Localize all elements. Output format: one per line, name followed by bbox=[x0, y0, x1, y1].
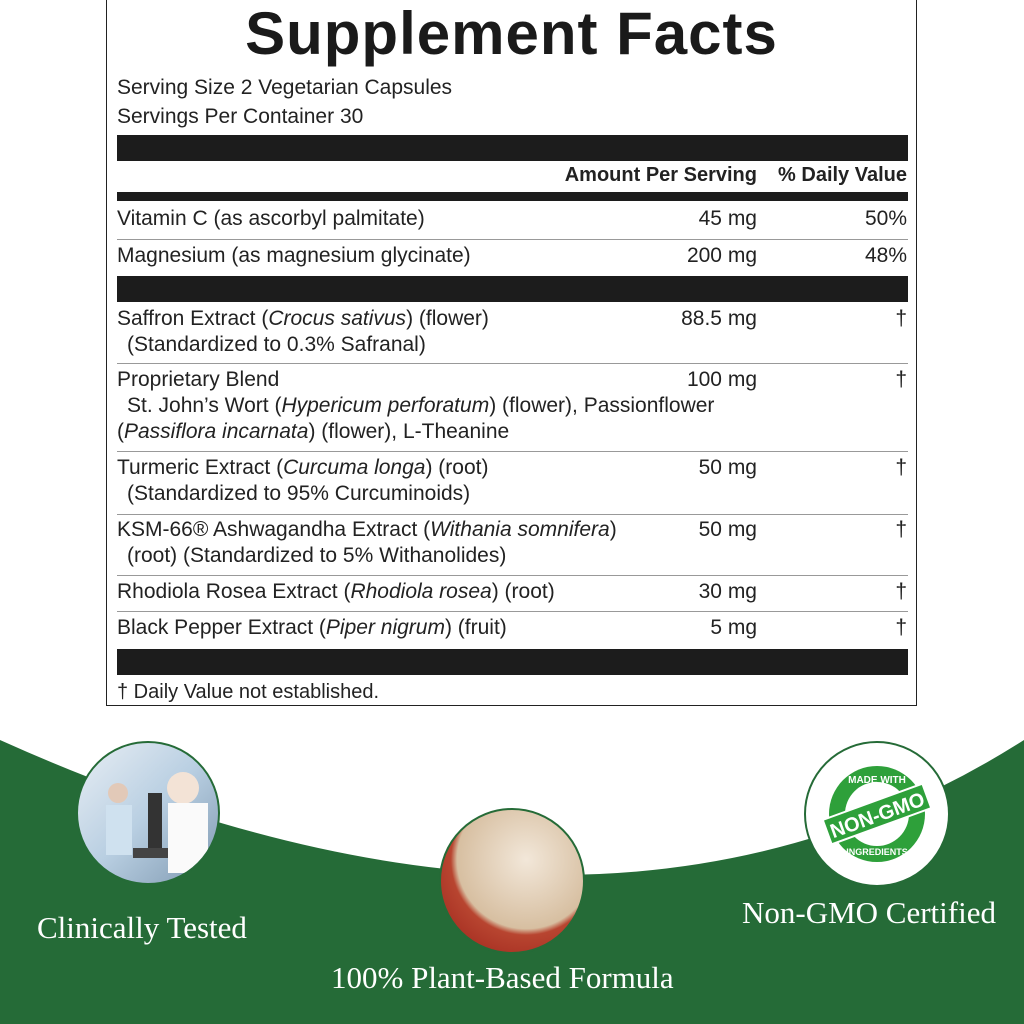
feature-plant-based: 100% Plant-Based Formula bbox=[331, 960, 674, 995]
row-divider bbox=[117, 451, 908, 452]
row-divider bbox=[117, 239, 908, 240]
row-amount: 200 mg bbox=[686, 244, 757, 267]
header-dv: % Daily Value bbox=[778, 164, 907, 186]
microscope-icon bbox=[106, 772, 208, 873]
row-amount: 88.5 mg bbox=[681, 307, 757, 330]
header-amount: Amount Per Serving bbox=[564, 164, 757, 186]
feature-clinically-tested: Clinically Tested bbox=[37, 910, 247, 945]
name-part: ( bbox=[117, 420, 124, 443]
footnote: † Daily Value not established. bbox=[117, 681, 380, 703]
row-name: Vitamin C (as ascorbyl palmitate) bbox=[117, 207, 425, 230]
name-part: ) (flower) bbox=[406, 307, 489, 330]
divider-bar bbox=[117, 649, 908, 675]
latin-name: Rhodiola rosea bbox=[350, 580, 492, 603]
row-dv: 50% bbox=[864, 207, 907, 230]
name-part: KSM-66® Ashwagandha Extract ( bbox=[117, 518, 431, 541]
row-name: Black Pepper Extract (Piper nigrum) (fru… bbox=[117, 615, 507, 641]
row-dv: † bbox=[895, 616, 907, 639]
row-divider bbox=[117, 514, 908, 515]
row-amount: 50 mg bbox=[698, 518, 757, 541]
badge-bottom-text: INGREDIENTS bbox=[846, 847, 908, 857]
name-part: ) (flower), Passionflower bbox=[489, 394, 715, 417]
name-part: ) (flower), L-Theanine bbox=[308, 420, 510, 443]
name-part: Rhodiola Rosea Extract ( bbox=[117, 580, 351, 603]
servings-per-container: Servings Per Container 30 bbox=[117, 105, 364, 128]
row-name: Rhodiola Rosea Extract (Rhodiola rosea) … bbox=[117, 579, 555, 605]
latin-name: Hypericum perforatum bbox=[281, 394, 490, 417]
row-name: KSM-66® Ashwagandha Extract (Withania so… bbox=[117, 517, 617, 543]
row-sub: (Standardized to 0.3% Safranal) bbox=[127, 333, 426, 356]
name-part: Turmeric Extract ( bbox=[117, 456, 284, 479]
latin-name: Passiflora incarnata bbox=[124, 420, 309, 443]
row-amount: 100 mg bbox=[686, 368, 757, 391]
latin-name: Withania somnifera bbox=[430, 518, 610, 541]
divider-bar bbox=[117, 276, 908, 302]
row-sub: (root) (Standardized to 5% Withanolides) bbox=[127, 544, 507, 567]
row-divider bbox=[117, 575, 908, 576]
row-divider bbox=[117, 363, 908, 364]
latin-name: Curcuma longa bbox=[283, 456, 426, 479]
latin-name: Piper nigrum bbox=[325, 616, 445, 639]
row-amount: 50 mg bbox=[698, 456, 757, 479]
divider-bar bbox=[117, 135, 908, 161]
row-sub: (Passiflora incarnata) (flower), L-Thean… bbox=[117, 419, 509, 445]
row-amount: 30 mg bbox=[698, 580, 757, 603]
panel-title: Supplement Facts bbox=[245, 0, 778, 67]
row-dv: † bbox=[895, 368, 907, 391]
latin-name: Crocus sativus bbox=[268, 307, 407, 330]
name-part: ) (root) bbox=[425, 456, 489, 479]
row-name: Turmeric Extract (Curcuma longa) (root) bbox=[117, 455, 488, 481]
supplement-facts-panel: Supplement Facts Serving Size 2 Vegetari… bbox=[106, 0, 917, 706]
saffron-bowl-image bbox=[439, 808, 585, 954]
row-dv: † bbox=[895, 307, 907, 330]
name-part: Black Pepper Extract ( bbox=[117, 616, 326, 639]
row-dv: † bbox=[895, 518, 907, 541]
row-amount: 5 mg bbox=[710, 616, 757, 639]
lab-scientist-image bbox=[76, 741, 220, 885]
divider-bar bbox=[117, 192, 908, 201]
name-part: Saffron Extract ( bbox=[117, 307, 269, 330]
non-gmo-badge: MADE WITH NON-GMO INGREDIENTS bbox=[804, 741, 950, 887]
name-part: ) bbox=[609, 518, 617, 541]
feature-non-gmo: Non-GMO Certified bbox=[742, 895, 996, 930]
name-part: ) (fruit) bbox=[444, 616, 507, 639]
row-sub: (Standardized to 95% Curcuminoids) bbox=[127, 482, 471, 505]
name-part: ) (root) bbox=[491, 580, 555, 603]
row-amount: 45 mg bbox=[698, 207, 757, 230]
row-name: Proprietary Blend bbox=[117, 368, 280, 391]
row-dv: † bbox=[895, 580, 907, 603]
serving-size: Serving Size 2 Vegetarian Capsules bbox=[117, 76, 453, 99]
row-sub: St. John’s Wort (Hypericum perforatum) (… bbox=[127, 393, 714, 419]
row-divider bbox=[117, 611, 908, 612]
non-gmo-seal-icon: MADE WITH NON-GMO INGREDIENTS bbox=[821, 766, 933, 862]
badge-top-text: MADE WITH bbox=[848, 775, 906, 786]
name-part: St. John’s Wort ( bbox=[127, 394, 282, 417]
row-name: Magnesium (as magnesium glycinate) bbox=[117, 244, 471, 267]
row-name: Saffron Extract (Crocus sativus) (flower… bbox=[117, 306, 489, 332]
row-dv: † bbox=[895, 456, 907, 479]
row-dv: 48% bbox=[864, 244, 907, 267]
